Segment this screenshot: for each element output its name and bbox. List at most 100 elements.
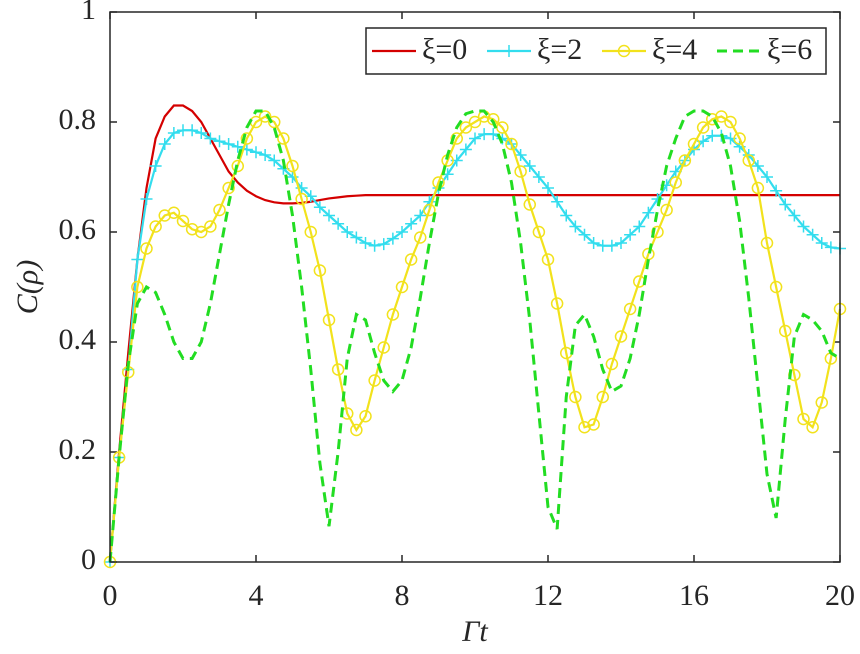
point-marker xyxy=(815,237,828,249)
point-marker xyxy=(761,171,773,183)
point-marker xyxy=(469,132,481,145)
point-marker xyxy=(386,232,399,245)
point-marker xyxy=(195,225,208,239)
point-marker xyxy=(824,241,837,254)
point-marker xyxy=(204,132,217,145)
x-tick-label: 16 xyxy=(679,579,709,612)
point-marker xyxy=(614,330,628,343)
point-marker xyxy=(149,160,162,172)
point-marker xyxy=(158,138,171,150)
point-marker xyxy=(268,154,281,167)
point-marker xyxy=(167,127,180,139)
point-marker xyxy=(450,132,463,145)
point-marker xyxy=(140,242,153,255)
point-marker xyxy=(642,206,655,219)
point-marker xyxy=(405,217,418,230)
point-marker xyxy=(331,363,345,376)
point-marker xyxy=(605,357,619,371)
series-line xyxy=(108,109,841,563)
point-marker xyxy=(423,203,436,217)
point-marker xyxy=(332,217,345,230)
point-marker xyxy=(268,115,281,129)
point-marker xyxy=(615,237,627,249)
point-marker xyxy=(414,209,427,222)
point-marker xyxy=(487,128,500,141)
point-marker xyxy=(304,225,317,239)
series-line xyxy=(108,115,842,563)
y-tick-label: 0.6 xyxy=(59,213,97,246)
point-marker xyxy=(779,324,792,338)
legend-label: ξ=6 xyxy=(767,33,812,66)
point-marker xyxy=(423,195,436,208)
point-marker xyxy=(167,206,181,219)
point-marker xyxy=(514,165,527,178)
point-marker xyxy=(204,220,217,233)
point-marker xyxy=(131,280,144,294)
x-tick-label: 12 xyxy=(533,579,563,612)
point-marker xyxy=(158,209,171,222)
x-tick-label: 8 xyxy=(395,579,410,612)
point-marker xyxy=(231,159,244,173)
point-marker xyxy=(587,237,600,249)
point-marker xyxy=(569,220,582,233)
point-marker xyxy=(633,220,646,233)
point-marker xyxy=(733,132,746,145)
point-marker xyxy=(687,137,701,151)
point-marker xyxy=(341,226,354,238)
point-marker xyxy=(250,146,262,159)
point-marker xyxy=(770,184,783,197)
point-marker xyxy=(551,195,564,208)
point-marker xyxy=(222,181,235,195)
y-tick-label: 0.8 xyxy=(59,103,97,136)
point-marker xyxy=(724,115,737,129)
point-marker xyxy=(541,253,555,266)
plot-border xyxy=(109,11,841,563)
x-axis-label: Γt xyxy=(461,615,488,648)
legend-label: ξ=0 xyxy=(422,33,467,66)
point-marker xyxy=(797,412,810,426)
legend-marker xyxy=(503,45,515,57)
point-marker xyxy=(213,203,226,217)
point-marker xyxy=(258,110,272,123)
point-marker xyxy=(222,138,235,150)
point-marker xyxy=(523,160,536,172)
point-marker xyxy=(505,137,518,151)
point-marker xyxy=(213,135,226,148)
point-marker xyxy=(715,110,728,123)
point-marker xyxy=(231,140,244,153)
series-line xyxy=(108,104,840,563)
point-marker xyxy=(587,418,600,431)
point-marker xyxy=(459,143,472,156)
point-marker xyxy=(806,228,819,241)
point-marker xyxy=(624,228,637,241)
point-marker xyxy=(176,214,190,228)
point-marker xyxy=(468,115,482,129)
point-marker xyxy=(678,154,692,167)
point-marker xyxy=(660,203,673,217)
point-marker xyxy=(377,341,390,354)
point-marker xyxy=(414,231,427,244)
point-marker xyxy=(788,209,801,222)
point-marker xyxy=(313,264,327,277)
x-tick-label: 20 xyxy=(825,579,855,612)
point-marker xyxy=(696,121,710,134)
point-marker xyxy=(396,226,408,238)
x-tick-label: 0 xyxy=(103,579,118,612)
point-marker xyxy=(523,198,536,211)
point-marker xyxy=(131,253,144,266)
point-marker xyxy=(350,231,363,244)
point-marker xyxy=(195,127,208,139)
point-marker xyxy=(769,280,783,294)
point-marker xyxy=(569,390,582,404)
point-marker xyxy=(313,201,326,214)
point-marker xyxy=(368,374,381,387)
legend-label: ξ=2 xyxy=(537,33,582,66)
point-marker xyxy=(760,236,774,250)
point-marker xyxy=(404,253,418,266)
point-marker xyxy=(359,237,372,249)
x-tick-label: 4 xyxy=(249,579,264,612)
point-marker xyxy=(815,396,828,409)
point-marker xyxy=(578,421,591,434)
y-tick-label: 0.2 xyxy=(59,433,97,466)
